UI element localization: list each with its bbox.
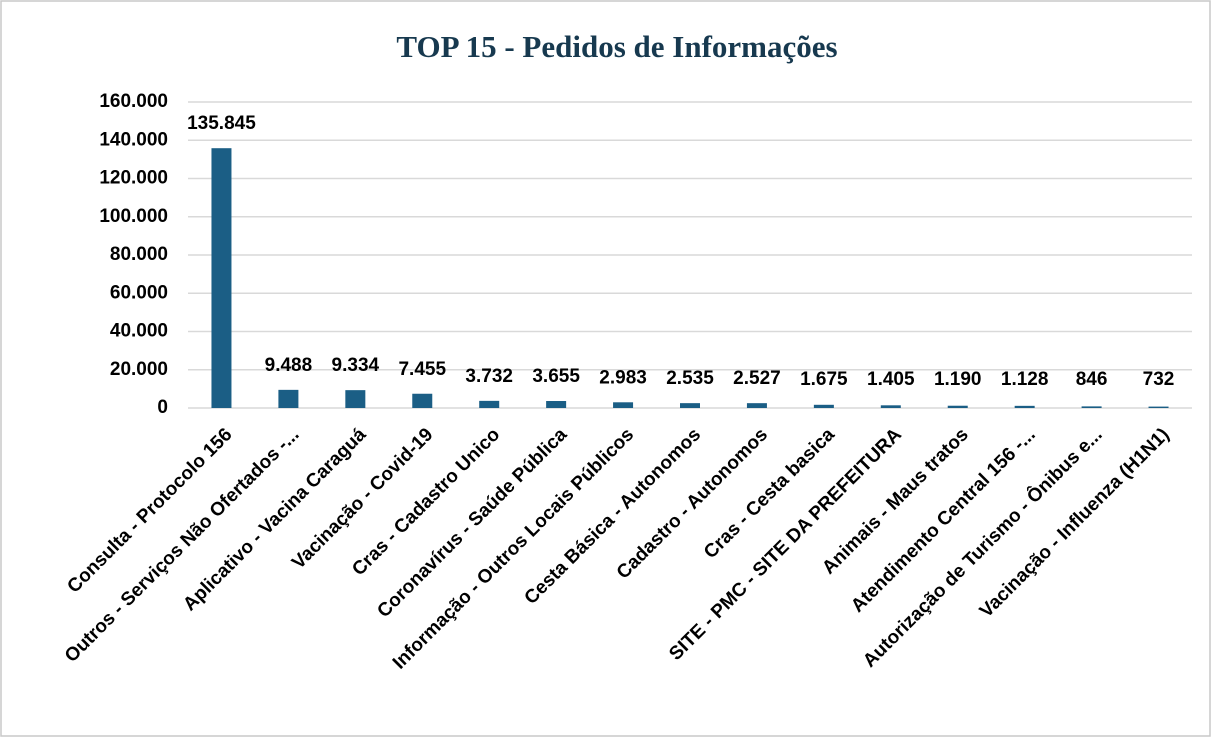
value-label: 7.455 [398,359,446,380]
y-tick-label: 20.000 [110,359,168,380]
y-tick-label: 0 [157,397,168,418]
bar [1148,406,1169,408]
y-tick-label: 100.000 [99,206,168,227]
bar [479,400,500,408]
value-label: 846 [1076,369,1108,390]
bar [211,148,232,408]
bar [278,389,299,408]
y-tick-label: 120.000 [99,168,168,189]
bar [813,404,834,408]
bar [546,401,567,408]
bar [412,393,433,408]
value-label: 2.527 [733,368,781,389]
value-label: 9.488 [265,355,313,376]
bar [746,403,767,408]
y-tick-label: 140.000 [99,129,168,150]
y-tick-label: 40.000 [110,321,168,342]
value-label: 9.334 [332,355,380,376]
value-label: 2.983 [599,367,647,388]
bar [680,403,700,408]
y-tick-label: 80.000 [110,244,168,265]
bar [880,405,901,408]
y-tick-label: 60.000 [110,282,168,303]
bar [613,402,634,408]
bar [1014,405,1035,408]
bar [947,405,968,408]
value-label: 1.190 [934,369,982,390]
value-label: 135.845 [187,113,256,134]
bar [1081,406,1102,408]
value-label: 1.405 [867,369,915,390]
y-tick-label: 160.000 [99,91,168,112]
value-label: 1.675 [800,369,848,390]
value-label: 2.535 [666,368,714,389]
value-label: 732 [1143,369,1175,390]
bar [345,390,366,408]
value-label: 3.655 [532,366,580,387]
value-label: 1.128 [1001,369,1049,390]
value-label: 3.732 [465,366,513,387]
chart-title: TOP 15 - Pedidos de Informações [396,29,837,64]
